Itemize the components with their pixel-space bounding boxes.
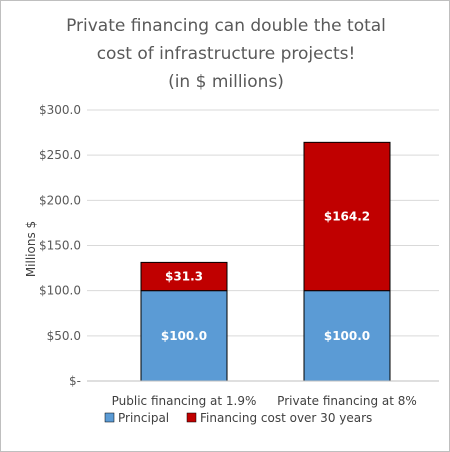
y-tick-label: $100.0 xyxy=(39,284,81,298)
y-axis-ticks: $- $50.0 $100.0 $150.0 $200.0 $250.0 $300.0 xyxy=(39,103,81,388)
chart-title-line-1: Private financing can double the total xyxy=(66,16,386,36)
y-tick-label: $200.0 xyxy=(39,193,81,207)
bars: $100.0 $31.3 $100.0 $164.2 xyxy=(140,141,391,382)
x-category-label-2: Private financing at 8% xyxy=(277,394,417,408)
data-label: $100.0 xyxy=(161,329,207,343)
x-axis-categories: Public financing at 1.9% Private financin… xyxy=(112,394,417,408)
chart-title: Private financing can double the total co… xyxy=(66,16,386,92)
y-tick-label: $300.0 xyxy=(39,103,81,117)
chart-title-line-2: cost of infrastructure projects! xyxy=(97,44,356,64)
x-category-label-1: Public financing at 1.9% xyxy=(112,394,257,408)
data-label: $100.0 xyxy=(324,329,370,343)
y-axis-title: Millions $ xyxy=(24,221,38,277)
y-tick-label: $250.0 xyxy=(39,148,81,162)
y-tick-label: $- xyxy=(69,374,81,388)
bar-financing-cost-1 xyxy=(140,261,228,292)
legend-label-1: Principal xyxy=(118,411,169,425)
y-tick-label: $50.0 xyxy=(47,329,81,343)
y-tick-label: $150.0 xyxy=(39,239,81,253)
legend-swatch-1 xyxy=(104,412,115,423)
legend-label-2: Financing cost over 30 years xyxy=(200,411,372,425)
data-label: $164.2 xyxy=(324,210,370,224)
legend: Principal Financing cost over 30 years xyxy=(104,411,372,425)
legend-swatch-2 xyxy=(186,412,197,423)
bar-principal-2 xyxy=(303,290,391,382)
data-label: $31.3 xyxy=(165,270,203,284)
bar-financing-cost-2 xyxy=(303,141,391,292)
chart-title-line-3: (in $ millions) xyxy=(168,72,284,92)
